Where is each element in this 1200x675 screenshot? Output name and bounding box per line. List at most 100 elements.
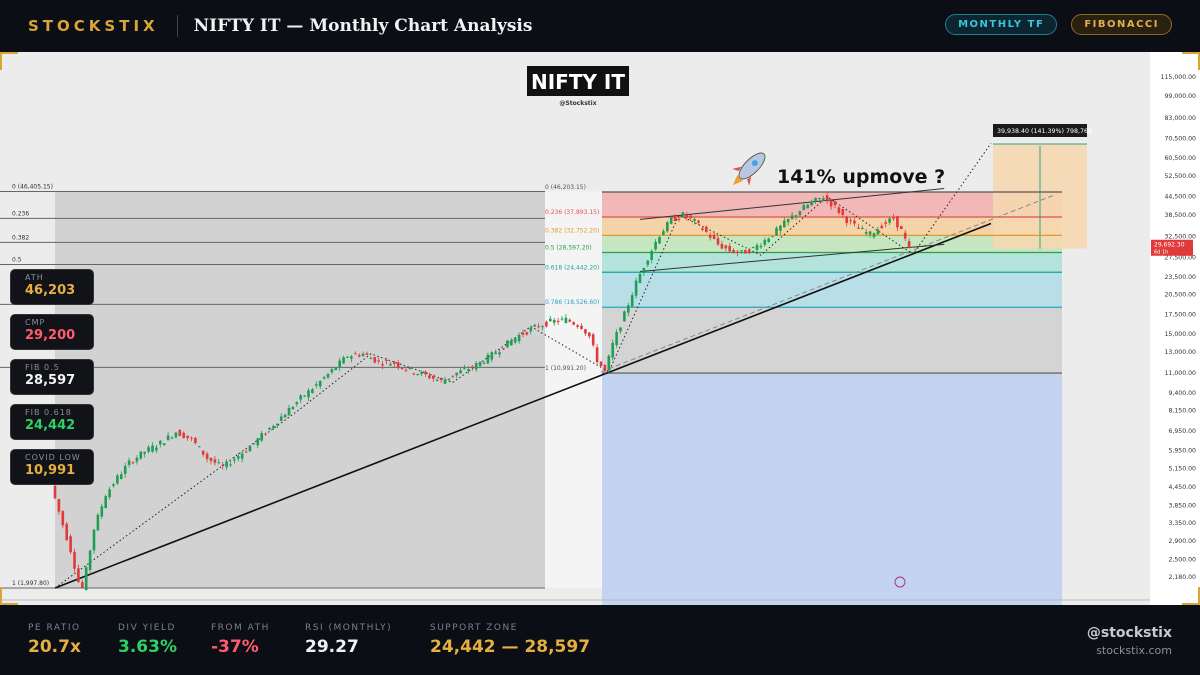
candle-body — [474, 363, 478, 370]
candle-body — [279, 416, 283, 421]
y-tick-label: 70,500.00 — [1165, 136, 1197, 143]
brand-logo: STOCKSTIX — [28, 17, 159, 35]
y-tick-label: 20,500.00 — [1165, 291, 1197, 298]
candle-body — [728, 245, 731, 252]
candle-body — [467, 369, 470, 372]
metric-label: FROM ATH — [211, 623, 270, 633]
channel-top — [639, 188, 945, 220]
candle-body — [291, 407, 295, 410]
candle-body — [888, 218, 891, 223]
social-handle[interactable]: @stockstix — [1086, 625, 1172, 641]
candle-body — [244, 451, 248, 453]
candle-body — [178, 429, 182, 436]
candle-body — [576, 325, 579, 327]
candle-body — [580, 325, 583, 330]
fib-label-right: 0 (46,203.15) — [545, 184, 586, 191]
candle-body — [139, 451, 143, 459]
candle-body — [396, 362, 400, 368]
website-link[interactable]: stockstix.com — [1096, 644, 1172, 657]
y-tick-label: 5,150.00 — [1168, 466, 1196, 473]
stat-card-ath: ATH 46,203 — [10, 269, 94, 305]
candle-body — [73, 552, 76, 569]
candle-body — [318, 380, 322, 387]
y-tick-label: 17,500.00 — [1165, 311, 1197, 318]
candle-body — [771, 236, 774, 238]
candle-body — [162, 443, 166, 446]
candle-body — [69, 536, 72, 553]
candle-body — [315, 384, 318, 386]
candle-body — [892, 217, 895, 219]
candle-body — [256, 438, 260, 446]
candle-body — [662, 231, 665, 236]
candle-body — [303, 395, 306, 397]
candle-body — [646, 260, 650, 265]
candle-body — [740, 250, 743, 252]
candle-body — [798, 211, 802, 216]
candle-body — [276, 423, 279, 426]
y-tick-label: 52,500.00 — [1165, 173, 1197, 180]
candle-body — [264, 433, 267, 435]
candle-body — [825, 195, 829, 201]
candle-body — [872, 233, 876, 238]
candle-body — [685, 214, 689, 218]
metric-label: PE RATIO — [28, 623, 81, 633]
timeframe-badge[interactable]: MONTHLY TF — [945, 14, 1058, 35]
candle-body — [381, 364, 384, 366]
candle-body — [623, 311, 626, 322]
y-tick-label: 60,500.00 — [1165, 155, 1197, 162]
candle-body — [786, 218, 790, 223]
candle-body — [53, 485, 57, 499]
metric-value: -37% — [211, 637, 259, 657]
candle-body — [338, 360, 341, 368]
candle-body — [627, 305, 630, 313]
candle-body — [541, 326, 544, 328]
candle-body — [416, 374, 419, 376]
candle-body — [681, 212, 685, 218]
gap-zone — [545, 191, 602, 588]
y-axis-panel — [1150, 52, 1200, 605]
fib-zone-right — [602, 216, 1062, 236]
candle-body — [81, 582, 84, 588]
annotation-text: 141% upmove ? — [777, 166, 945, 188]
candle-body — [57, 499, 61, 512]
candle-body — [513, 338, 517, 343]
candle-body — [755, 245, 759, 250]
candle-body — [478, 361, 482, 366]
candle-body — [334, 367, 338, 370]
stat-value: 28,597 — [25, 373, 76, 388]
candle-body — [96, 514, 100, 531]
candle-body — [591, 334, 595, 346]
candle-body — [408, 367, 412, 369]
candle-body — [361, 353, 365, 356]
candle-body — [716, 238, 720, 245]
candle-body — [837, 207, 841, 214]
metric-value: 29.27 — [305, 637, 359, 657]
y-tick-label: 6,950.00 — [1168, 428, 1196, 435]
candle-body — [822, 198, 825, 201]
fib-label-left: 0.382 — [12, 234, 29, 241]
candle-body — [521, 332, 525, 335]
y-tick-label: 83,000.00 — [1165, 115, 1197, 122]
candle-body — [868, 231, 872, 235]
candle-body — [884, 222, 887, 224]
candle-body — [857, 227, 860, 229]
candle-body — [268, 427, 271, 430]
candle-body — [896, 216, 899, 228]
metric-support-zone: SUPPORT ZONE 24,442 — 28,597 — [430, 623, 590, 657]
candle-body — [166, 435, 170, 441]
candle-body — [116, 475, 119, 484]
candle-body — [701, 228, 704, 230]
y-tick-label: 4,450.00 — [1168, 484, 1196, 491]
fib-label-left: 0 (46,405.15) — [12, 183, 53, 190]
candle-body — [354, 353, 357, 355]
candle-body — [669, 217, 673, 224]
candle-body — [697, 220, 700, 223]
candle-body — [127, 460, 131, 465]
candle-body — [77, 568, 80, 583]
candle-body — [708, 234, 712, 238]
candle-body — [123, 465, 127, 475]
candle-body — [455, 372, 458, 376]
indicator-badge[interactable]: FIBONACCI — [1071, 14, 1172, 35]
